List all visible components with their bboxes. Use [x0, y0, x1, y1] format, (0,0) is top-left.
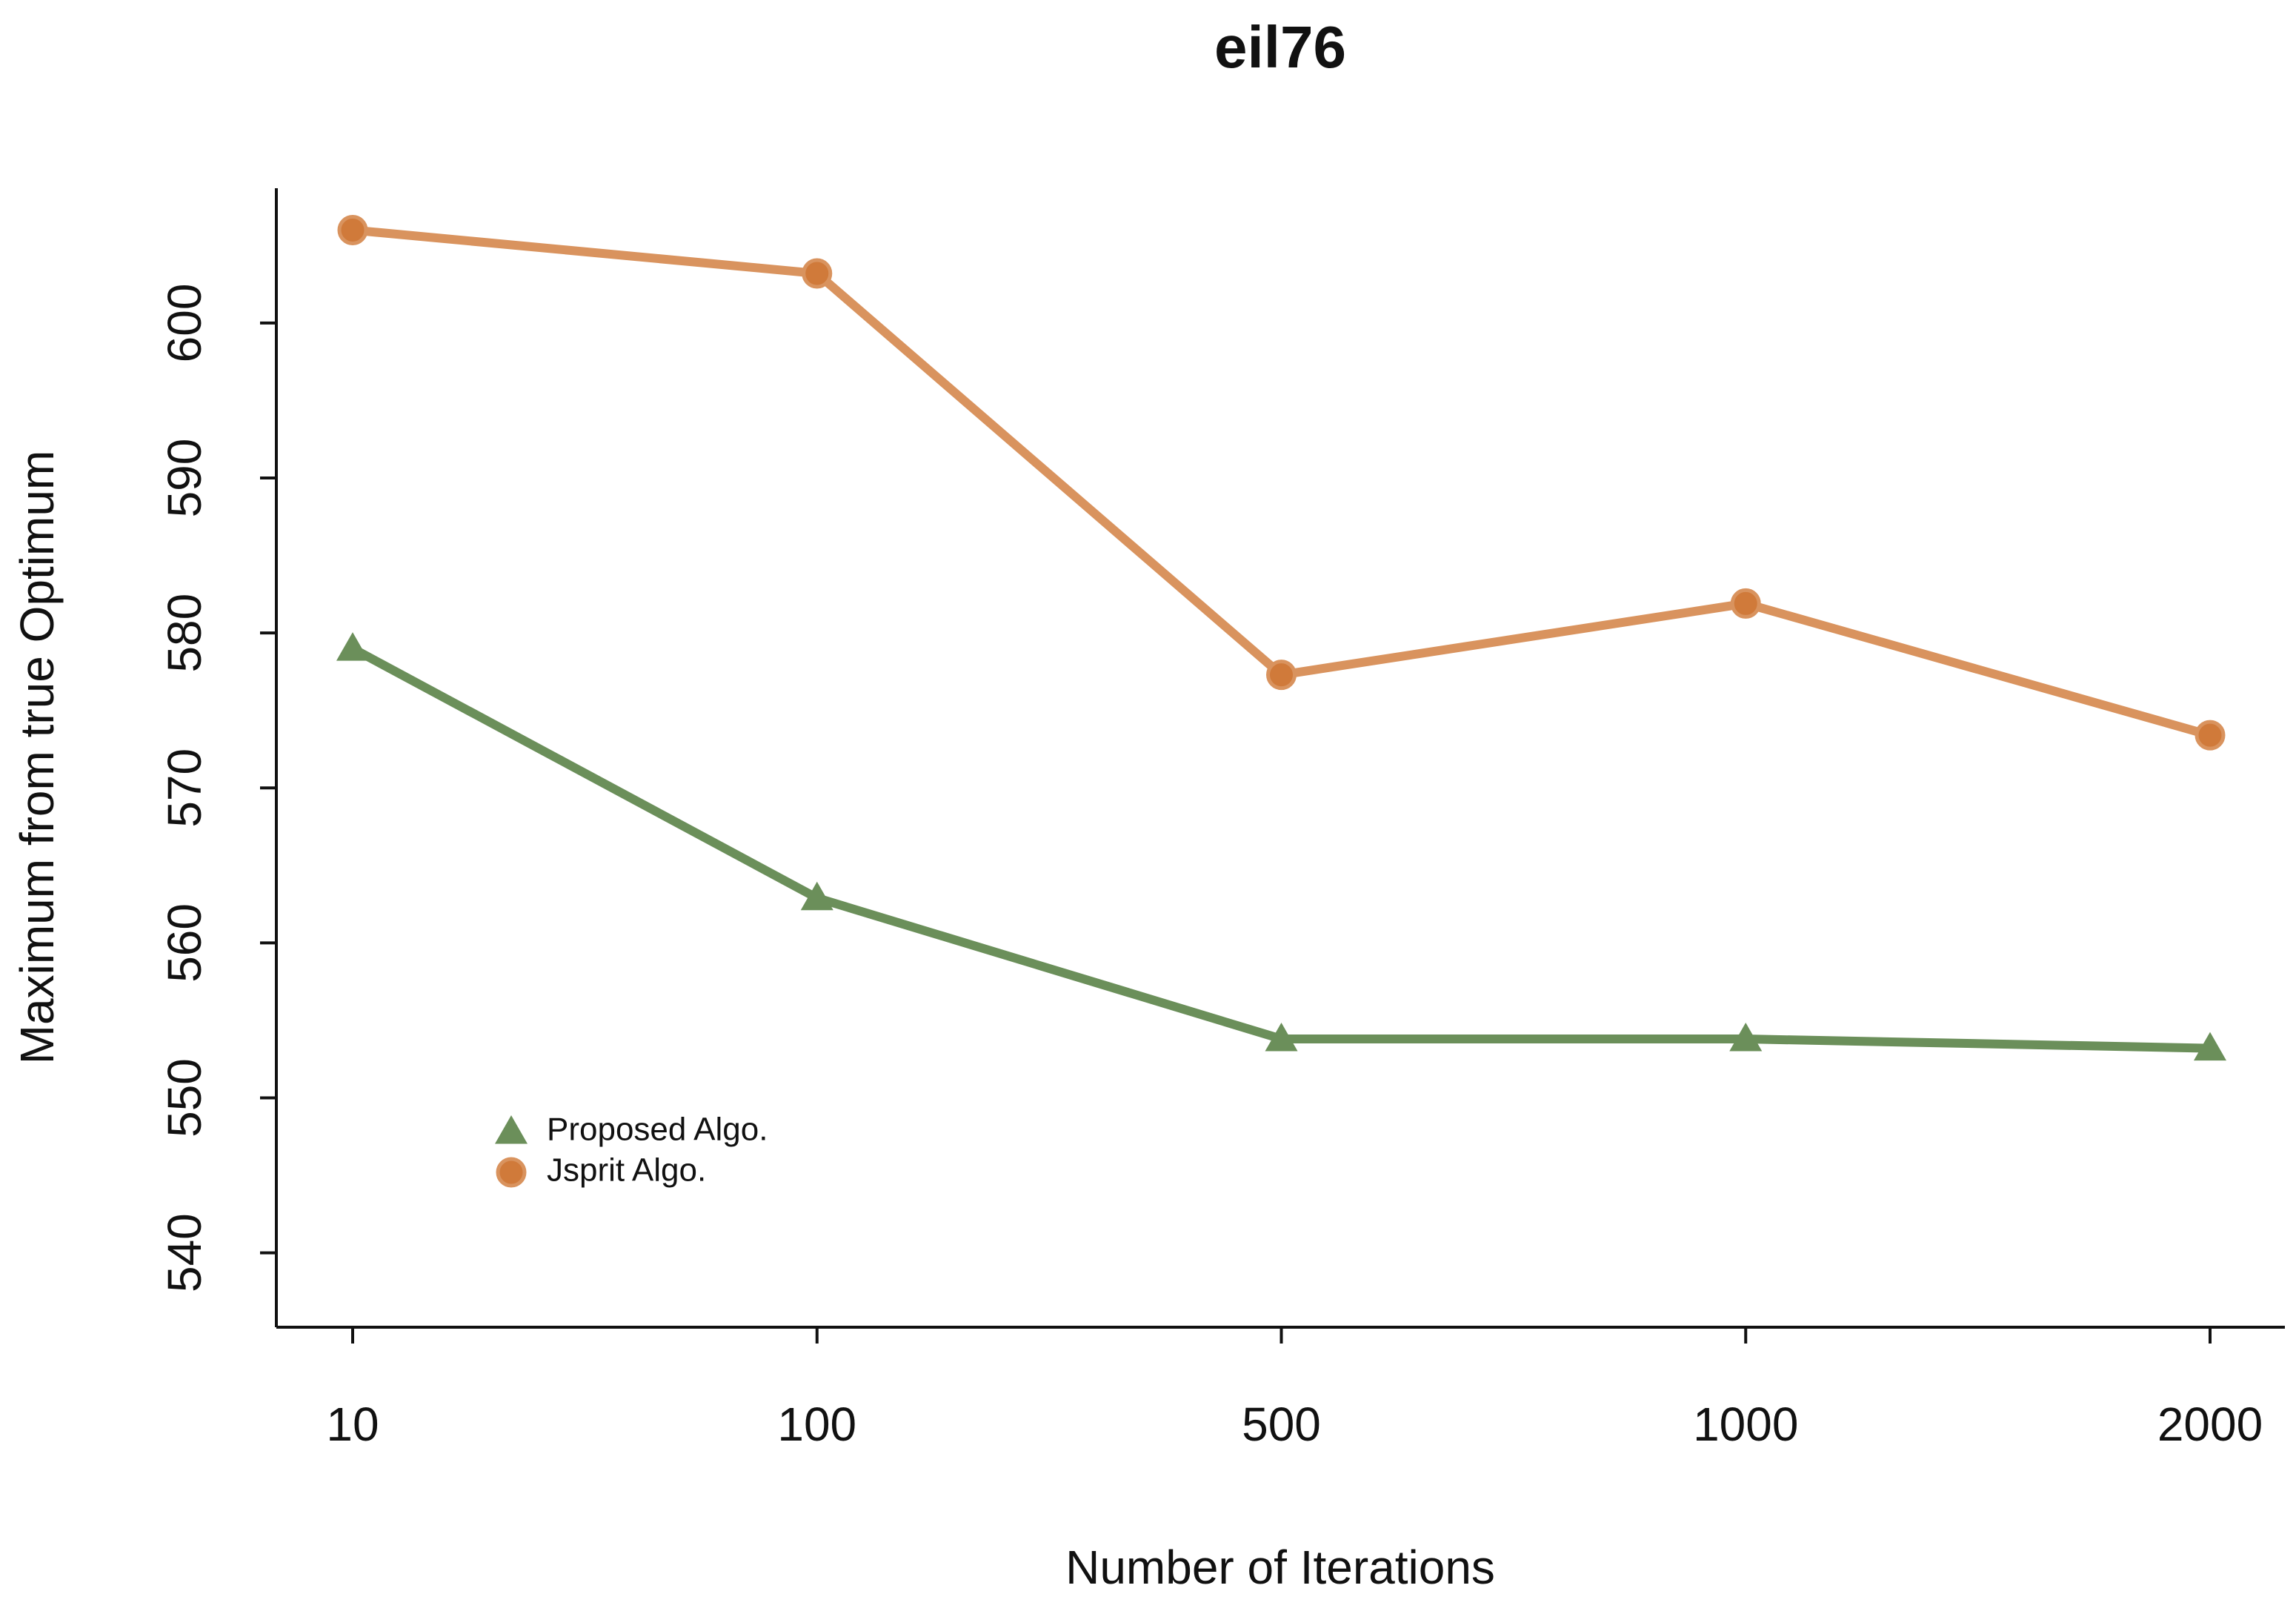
data-point [336, 632, 369, 661]
x-tick-label: 10 [326, 1398, 379, 1451]
data-point [1265, 1023, 1298, 1052]
series-line [352, 225, 2212, 740]
y-tick-label: 550 [158, 1058, 211, 1138]
chart-title: eil76 [1214, 14, 1346, 80]
data-point [2194, 1032, 2226, 1061]
x-tick-label: 2000 [2157, 1398, 2263, 1451]
legend-marker [495, 1115, 528, 1144]
y-axis-label: Maximum from true Optimum [10, 451, 64, 1065]
x-tick-label: 1000 [1693, 1398, 1798, 1451]
data-point [802, 258, 833, 289]
x-axis-label: Number of Iterations [1065, 1541, 1495, 1594]
data-point [1729, 1023, 1763, 1052]
y-tick-label: 560 [158, 903, 211, 983]
series-line [350, 644, 2211, 1053]
y-tick-label: 570 [158, 748, 211, 828]
y-tick-label: 600 [158, 284, 211, 363]
x-tick-label: 500 [1242, 1398, 1321, 1451]
data-point [1730, 588, 1761, 619]
y-tick-label: 590 [158, 439, 211, 518]
data-point [337, 214, 368, 245]
legend-marker [496, 1157, 527, 1188]
data-point [800, 881, 833, 911]
legend-label: Jsprit Algo. [547, 1152, 706, 1189]
legend-label: Proposed Algo. [547, 1112, 768, 1148]
data-point [1266, 660, 1297, 691]
x-tick-label: 100 [777, 1398, 856, 1451]
data-point [2194, 720, 2226, 751]
y-tick-label: 580 [158, 594, 211, 673]
y-tick-label: 540 [158, 1213, 211, 1292]
